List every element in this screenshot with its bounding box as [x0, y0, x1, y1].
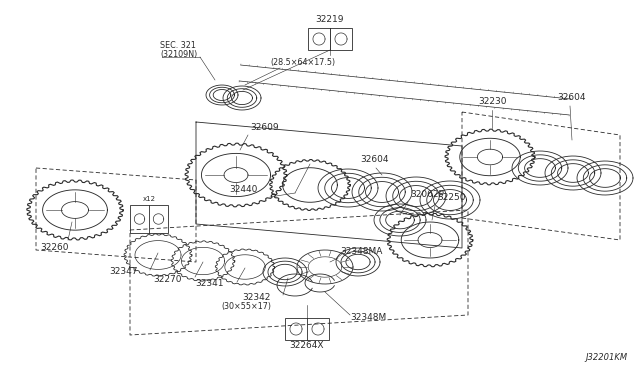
Text: SEC. 321: SEC. 321	[160, 41, 196, 49]
Text: (28.5×64×17.5): (28.5×64×17.5)	[270, 58, 335, 67]
Text: x12: x12	[143, 196, 156, 202]
Text: 32062P: 32062P	[410, 190, 444, 199]
Text: 32604: 32604	[557, 93, 586, 102]
Text: (32109N): (32109N)	[160, 49, 197, 58]
Text: 32348M: 32348M	[350, 312, 387, 321]
Text: 32342: 32342	[243, 292, 271, 301]
Text: 32270: 32270	[154, 275, 182, 283]
Text: 32440: 32440	[230, 186, 258, 195]
Text: J32201KM: J32201KM	[586, 353, 628, 362]
Bar	[130, 205, 168, 233]
Text: 32230: 32230	[479, 97, 508, 106]
Text: 32348MA: 32348MA	[340, 247, 382, 256]
Text: 32604: 32604	[361, 155, 389, 164]
Text: 32260: 32260	[41, 243, 69, 252]
Text: (30×55×17): (30×55×17)	[221, 302, 271, 311]
Text: 32264X: 32264X	[290, 340, 324, 350]
Text: 32341: 32341	[195, 279, 224, 289]
Bar	[308, 28, 352, 50]
Text: 32250: 32250	[437, 193, 465, 202]
Text: 32347: 32347	[109, 267, 138, 276]
Text: 32219: 32219	[316, 15, 344, 24]
Text: 32609: 32609	[250, 123, 278, 132]
Bar	[285, 318, 329, 340]
